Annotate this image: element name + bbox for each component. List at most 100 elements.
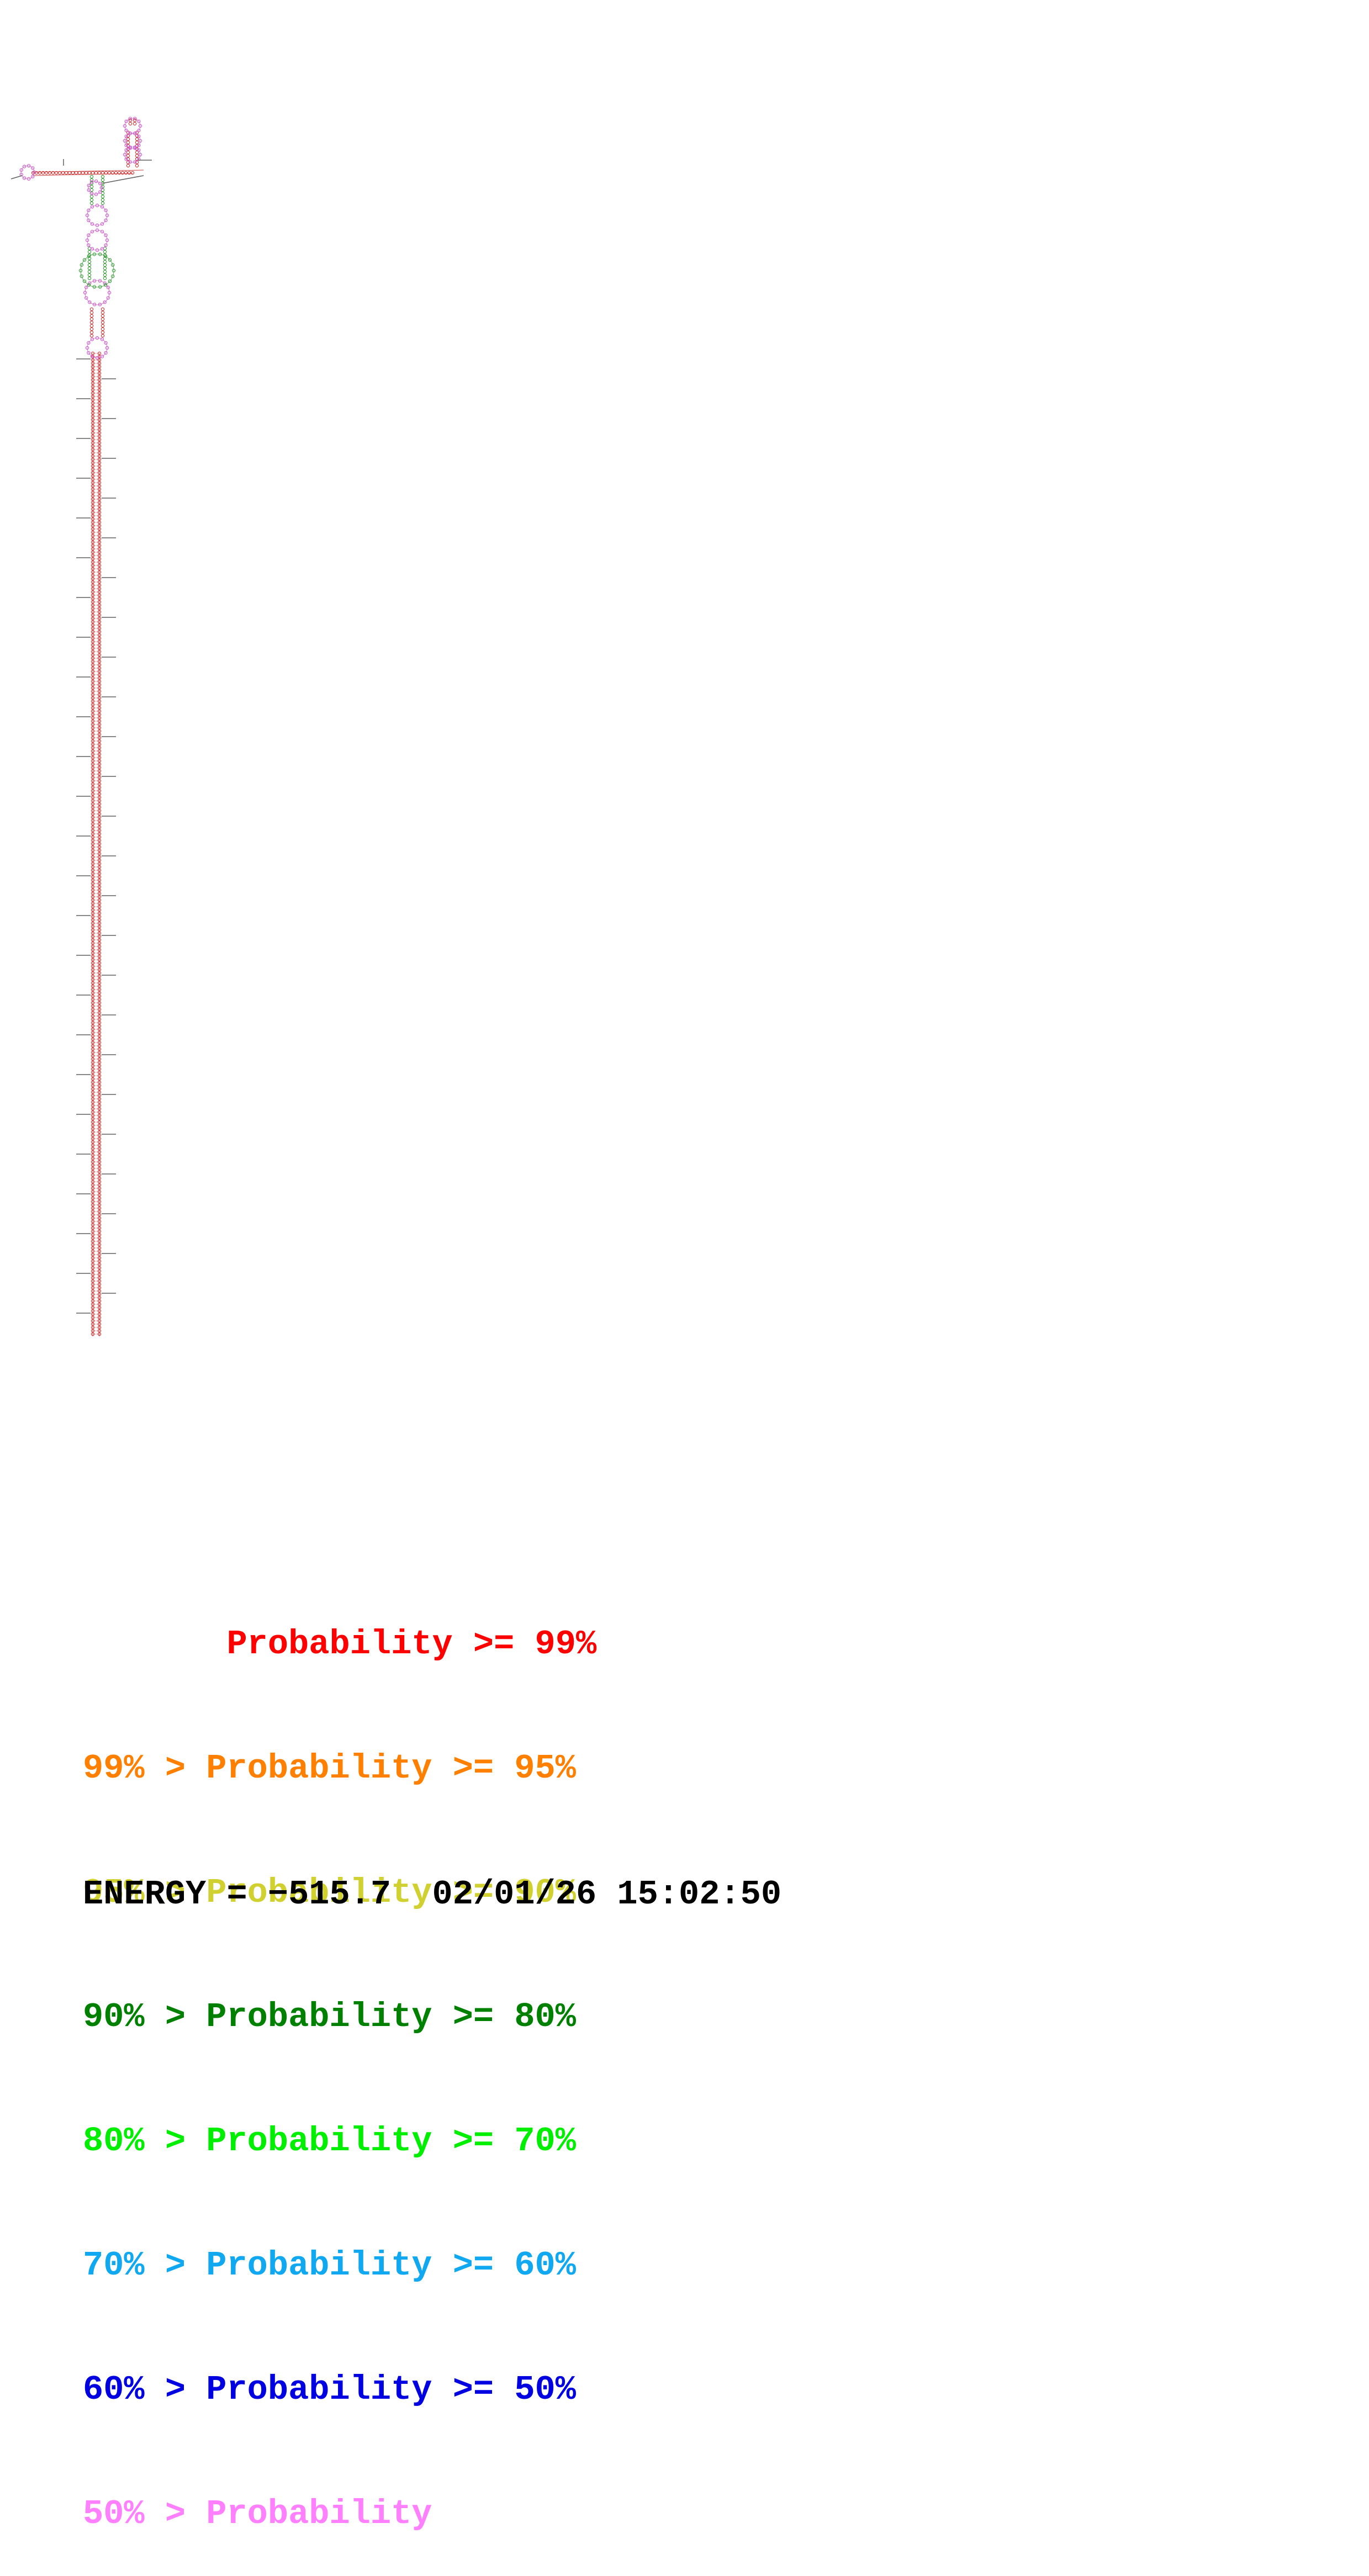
nucleotide (126, 137, 130, 141)
legend-label: Probability >= 80% (206, 1997, 576, 2037)
nucleotide (133, 146, 137, 150)
nucleotide (44, 171, 49, 175)
legend-label: Probability (206, 2494, 432, 2533)
nucleotide (84, 285, 88, 289)
nucleotide (107, 290, 112, 295)
nucleotide (128, 131, 132, 135)
nucleotide (123, 139, 127, 143)
nucleotide (82, 279, 87, 283)
nucleotide (87, 188, 91, 192)
nucleotide (138, 124, 142, 128)
position-tick (10, 175, 23, 179)
nucleotide (98, 285, 102, 289)
nucleotide (83, 290, 87, 295)
nucleotide (94, 171, 98, 175)
nucleotide (87, 351, 91, 355)
loop-outline (80, 253, 114, 288)
nucleotide (103, 273, 107, 277)
nucleotide (90, 247, 94, 251)
nucleotide (100, 222, 104, 226)
nucleotide (85, 213, 89, 218)
loop-outline (124, 133, 141, 149)
nucleotide (92, 252, 96, 256)
nucleotide (101, 310, 105, 315)
nucleotide (88, 300, 92, 304)
nucleotide (89, 198, 94, 202)
nucleotide (95, 336, 99, 340)
nucleotide (90, 337, 94, 341)
nucleotide (22, 165, 27, 168)
nucleotide (94, 179, 98, 183)
nucleotide (89, 320, 94, 325)
nucleotide (105, 346, 109, 350)
nucleotide (101, 327, 105, 331)
nucleotide (101, 171, 105, 175)
nucleotide (135, 130, 139, 135)
nucleotide (88, 281, 92, 285)
nucleotide (78, 268, 83, 273)
nucleotide (133, 131, 137, 135)
nucleotide (101, 198, 105, 202)
nucleotide (87, 276, 92, 281)
nucleotide (114, 171, 118, 175)
legend-row: 95% > Probability >= 90% (83, 1872, 596, 1913)
nucleotide (89, 201, 94, 205)
nucleotide (89, 178, 94, 182)
nucleotide (128, 146, 132, 150)
nucleotide (126, 154, 130, 158)
nucleotide (123, 152, 127, 157)
nucleotide (104, 243, 108, 247)
nucleotide (34, 171, 39, 175)
nucleotide (104, 218, 108, 223)
nucleotide (89, 307, 94, 311)
nucleotide (124, 157, 128, 161)
nucleotide (80, 274, 84, 278)
legend-row: 80% > Probability >= 70% (83, 2120, 596, 2162)
footer-spacer (391, 1875, 432, 1914)
nucleotide (81, 171, 85, 175)
nucleotide (135, 150, 139, 155)
loop-outline (84, 280, 110, 305)
legend-label: Probability >= 95% (206, 1749, 576, 1788)
nucleotide (51, 171, 55, 175)
probability-legend: Probability >= 99% 99% > Probability >= … (83, 1541, 596, 2576)
nucleotide (103, 283, 108, 287)
nucleotide (30, 174, 35, 178)
nucleotide (137, 144, 141, 147)
nucleotide (110, 263, 115, 267)
nucleotide (90, 230, 94, 234)
nucleotide (87, 254, 91, 258)
nucleotide (87, 243, 91, 247)
nucleotide (89, 184, 94, 189)
rna-secondary-structure (10, 117, 152, 1336)
legend-prefix: 99% > (83, 1749, 207, 1788)
nucleotide (135, 154, 139, 158)
nucleotide (117, 171, 121, 175)
nucleotide (89, 317, 94, 321)
nucleotide (103, 263, 107, 267)
nucleotide (92, 285, 96, 289)
nucleotide (103, 281, 107, 285)
legend-prefix (83, 1625, 226, 1664)
nucleotide (135, 157, 139, 161)
nucleotide (128, 121, 133, 126)
nucleotide (80, 263, 84, 267)
nucleotide (101, 314, 105, 318)
nucleotide (90, 205, 94, 209)
nucleotide (103, 266, 107, 271)
nucleotide (100, 337, 104, 341)
nucleotide (137, 129, 141, 133)
nucleotide (110, 274, 115, 278)
legend-label: Probability >= 50% (206, 2370, 576, 2409)
nucleotide (87, 263, 92, 267)
nucleotide (89, 324, 94, 328)
nucleotide (101, 178, 105, 182)
nucleotide (87, 283, 91, 287)
nucleotide (89, 192, 94, 195)
nucleotide (105, 238, 109, 242)
nucleotide (100, 205, 104, 209)
nucleotide (89, 188, 94, 192)
nucleotide (101, 174, 105, 179)
nucleotide (137, 119, 141, 123)
legend-label: Probability >= 70% (206, 2122, 576, 2161)
